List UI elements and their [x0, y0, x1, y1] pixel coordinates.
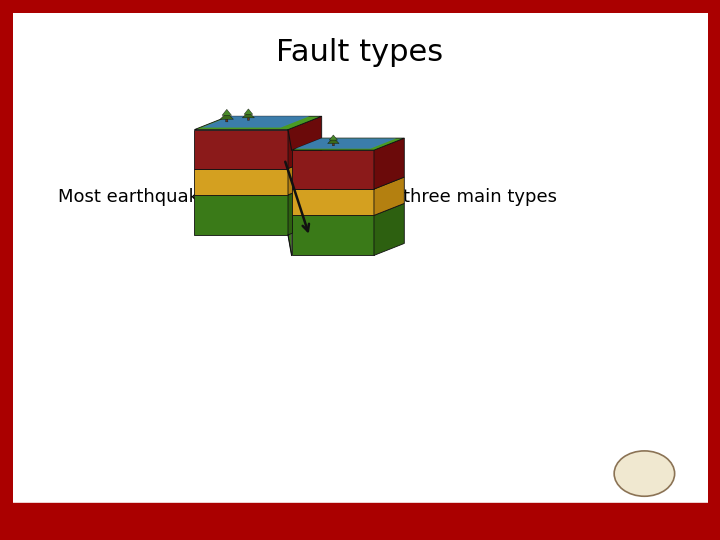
Text: www.uib.no: www.uib.no: [464, 515, 536, 528]
Polygon shape: [288, 155, 322, 195]
Polygon shape: [194, 168, 288, 195]
Polygon shape: [288, 195, 292, 255]
Polygon shape: [194, 195, 288, 235]
Polygon shape: [243, 112, 254, 118]
Polygon shape: [328, 138, 339, 144]
Text: Most earthquakes will be a mix of the three main types: Most earthquakes will be a mix of the th…: [58, 188, 557, 206]
Polygon shape: [292, 189, 374, 215]
Polygon shape: [333, 143, 334, 146]
Polygon shape: [244, 109, 253, 114]
Polygon shape: [222, 110, 232, 116]
Polygon shape: [295, 138, 396, 149]
Polygon shape: [292, 138, 405, 150]
Polygon shape: [374, 204, 405, 255]
Polygon shape: [225, 118, 228, 122]
Polygon shape: [194, 116, 322, 130]
Polygon shape: [292, 215, 374, 255]
Text: Fault types: Fault types: [276, 38, 444, 67]
Polygon shape: [329, 135, 338, 140]
Polygon shape: [288, 168, 292, 215]
Polygon shape: [292, 150, 374, 189]
Polygon shape: [374, 177, 405, 215]
Polygon shape: [248, 117, 249, 120]
Polygon shape: [374, 138, 405, 189]
Polygon shape: [288, 130, 292, 189]
Polygon shape: [288, 181, 322, 235]
Polygon shape: [194, 130, 288, 168]
Polygon shape: [220, 112, 233, 119]
Polygon shape: [202, 116, 310, 127]
Polygon shape: [288, 116, 322, 168]
